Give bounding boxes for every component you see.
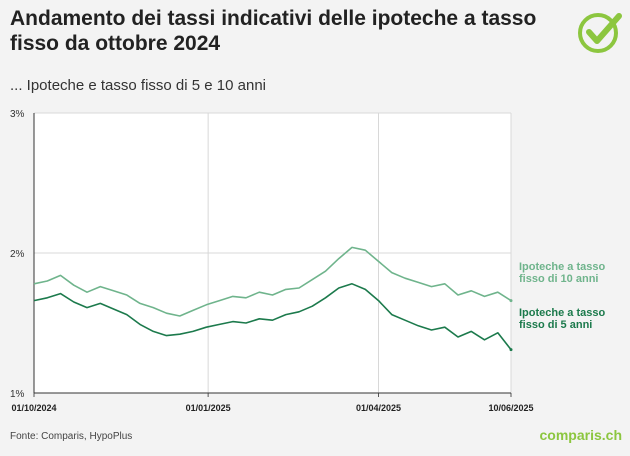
series-label: Ipoteche a tasso <box>519 307 605 319</box>
y-tick-label: 2% <box>10 249 25 260</box>
x-tick-label: 10/06/2025 <box>488 403 533 413</box>
series-label: Ipoteche a tasso <box>519 261 605 273</box>
series-label: fisso di 10 anni <box>519 273 598 285</box>
series-end-point <box>509 299 513 303</box>
series-label: fisso di 5 anni <box>519 319 592 331</box>
chart-title: Andamento dei tassi indicativi delle ipo… <box>10 7 537 55</box>
brand-logo: comparis.ch <box>539 427 622 443</box>
series-line-5-anni <box>33 282 512 351</box>
series-end-point <box>509 348 513 352</box>
series-line-10-anni <box>33 246 512 317</box>
x-tick-label: 01/10/2024 <box>11 403 56 413</box>
y-tick-label: 1% <box>10 389 25 400</box>
y-tick-label: 3% <box>10 109 25 120</box>
x-tick-label: 01/04/2025 <box>356 403 401 413</box>
check-logo-icon <box>578 13 622 53</box>
chart-subtitle: ... Ipoteche e tasso fisso di 5 e 10 ann… <box>10 77 266 94</box>
x-tick-label: 01/01/2025 <box>186 403 231 413</box>
source-note: Fonte: Comparis, HypoPlus <box>10 431 133 442</box>
